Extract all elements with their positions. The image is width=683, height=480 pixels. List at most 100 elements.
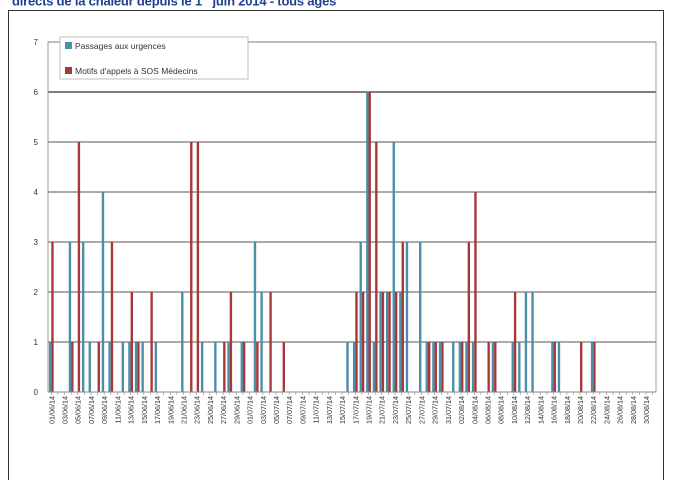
y-tick-label-1: 1: [34, 338, 39, 347]
bar-passages-3: [68, 242, 72, 392]
legend-label-sos: Motifs d'appels à SOS Médecins: [75, 66, 198, 76]
bar-passages-5: [81, 242, 85, 392]
bar-sos-63: [467, 242, 471, 392]
x-tick-label-88: 28/08/14: [629, 396, 638, 424]
x-tick-label-32: 03/07/14: [259, 396, 268, 424]
x-tick-label-62: 02/08/14: [457, 396, 466, 424]
bar-passages-27: [227, 342, 230, 392]
bar-sos-67: [494, 342, 497, 392]
bar-passages-25: [214, 342, 217, 392]
x-tick-label-2: 03/06/14: [61, 396, 70, 424]
x-tick-label-58: 29/07/14: [431, 396, 440, 424]
bar-passages-47: [359, 242, 362, 392]
x-tick-label-42: 13/07/14: [325, 396, 334, 424]
x-tick-label-38: 09/07/14: [298, 396, 307, 424]
page-title-tail: juin 2014 - tous âges: [209, 0, 337, 9]
gridlines: [48, 41, 656, 343]
bar-passages-46: [352, 342, 356, 392]
x-tick-label-76: 16/08/14: [550, 396, 559, 424]
legend-box: [59, 36, 249, 80]
y-tick-label-3: 3: [34, 238, 39, 247]
bar-sos-57: [428, 342, 431, 392]
bar-passages-8: [101, 192, 105, 392]
bar-passages-73: [531, 292, 534, 392]
x-tick-label-56: 27/07/14: [417, 396, 426, 424]
bar-sos-33: [269, 292, 272, 392]
x-tick-label-80: 20/08/14: [576, 396, 585, 424]
bar-passages-31: [253, 242, 257, 392]
page-title-sup: er: [202, 0, 209, 2]
x-tick-label-22: 23/06/14: [193, 396, 202, 424]
bar-passages-53: [399, 292, 402, 392]
bar-passages-51: [385, 292, 389, 392]
bar-sos-46: [355, 292, 358, 392]
y-tick-label-2: 2: [34, 288, 39, 297]
x-tick-label-86: 26/08/14: [616, 396, 625, 424]
x-tick-label-66: 06/08/14: [483, 396, 492, 424]
bar-sos-4: [77, 142, 81, 392]
x-tick-label-78: 18/08/14: [563, 396, 572, 424]
x-tick-label-16: 17/06/14: [153, 396, 162, 424]
y-tick-label-0: 0: [34, 388, 39, 397]
bar-passages-32: [260, 292, 263, 392]
bar-sos-58: [434, 342, 437, 392]
bar-passages-49: [372, 342, 376, 392]
bar-sos-70: [513, 292, 517, 392]
x-tick-label-18: 19/06/14: [166, 396, 175, 424]
page-title: directs de la chaleur depuis le 1er juin…: [12, 0, 336, 8]
x-tick-label-10: 11/06/14: [113, 396, 122, 423]
x-tick-label-84: 24/08/14: [602, 396, 611, 424]
x-tick-label-28: 29/06/14: [232, 396, 241, 424]
bar-sos-76: [553, 342, 556, 392]
x-tick-label-12: 13/06/14: [127, 396, 136, 424]
bar-passages-82: [590, 342, 594, 392]
bar-passages-14: [141, 342, 144, 392]
x-tick-label-30: 01/07/14: [246, 396, 255, 424]
x-tick-label-8: 09/06/14: [100, 396, 109, 424]
bar-sos-64: [474, 192, 477, 392]
bar-sos-13: [137, 342, 140, 392]
x-tick-label-34: 05/07/14: [272, 396, 281, 424]
bar-sos-53: [401, 242, 404, 392]
bar-sos-49: [375, 142, 378, 392]
x-tick-label-20: 21/06/14: [179, 396, 188, 424]
x-tick-label-72: 12/08/14: [523, 396, 532, 424]
legend-label-passages: Passages aux urgences: [75, 41, 166, 51]
x-tick-label-48: 19/07/14: [365, 396, 374, 424]
x-tick-label-46: 17/07/14: [351, 396, 360, 424]
bar-sos-62: [461, 342, 464, 392]
y-tick-label-7: 7: [34, 38, 39, 47]
bar-passages-77: [557, 342, 561, 392]
bar-passages-67: [491, 342, 495, 392]
x-tick-label-82: 22/08/14: [589, 396, 598, 424]
bar-sos-9: [110, 242, 114, 392]
legend-swatch-passages: [65, 42, 72, 49]
bar-passages-62: [458, 342, 462, 392]
bar-passages-56: [419, 242, 422, 392]
bar-sos-35: [282, 342, 285, 392]
bar-sos-12: [130, 292, 133, 392]
bar-sos-0: [51, 242, 54, 392]
x-tick-label-0: 01/06/14: [47, 396, 56, 424]
bar-sos-51: [388, 292, 391, 392]
bar-sos-59: [441, 342, 444, 392]
bar-passages-52: [392, 142, 395, 392]
bar-passages-0: [48, 342, 52, 392]
bar-passages-48: [366, 92, 369, 392]
bar-passages-6: [88, 342, 91, 392]
bar-passages-72: [524, 292, 528, 392]
bar-sos-48: [368, 92, 371, 392]
x-tick-label-60: 31/07/14: [444, 396, 453, 424]
bar-passages-29: [240, 342, 243, 392]
bar-passages-54: [405, 242, 409, 392]
bar-sos-21: [190, 142, 193, 392]
plot-area-border: [47, 41, 657, 393]
bar-passages-23: [200, 342, 204, 392]
bar-passages-57: [425, 342, 428, 392]
x-tick-label-64: 04/08/14: [470, 396, 479, 424]
bar-passages-45: [346, 342, 349, 392]
x-tick-label-44: 15/07/14: [338, 396, 347, 424]
bar-passages-50: [379, 292, 382, 392]
legend-swatch-sos: [65, 67, 72, 74]
